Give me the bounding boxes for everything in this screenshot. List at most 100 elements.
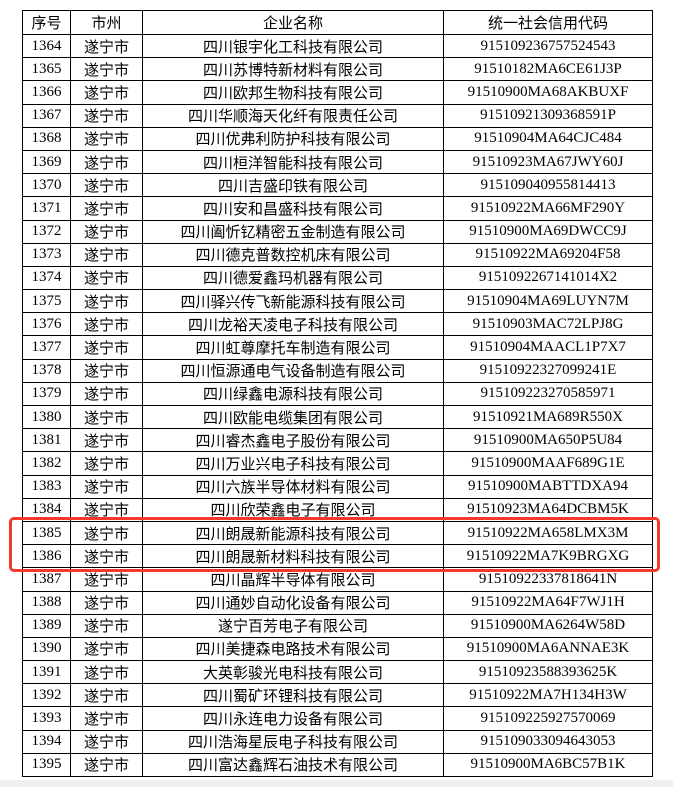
table-row: 1364 遂宁市 四川银宇化工科技有限公司 915109236757524543 [22, 33, 653, 59]
row-code-cell: 91510900MA68AKBUXF [443, 80, 653, 105]
row-city-cell: 遂宁市 [70, 729, 143, 754]
table-row: 1392 遂宁市 四川蜀矿环锂科技有限公司 91510922MA7H134H3W [22, 683, 653, 708]
table-row: 1375 遂宁市 四川驿兴传飞新能源科技有限公司 91510904MA69LUY… [22, 289, 653, 314]
row-city-cell: 遂宁市 [70, 126, 143, 151]
row-company-cell: 四川吉盛印铁有限公司 [142, 173, 444, 198]
row-company-cell: 四川绿鑫电源科技有限公司 [142, 381, 444, 407]
row-company-cell: 四川德爱鑫玛机器有限公司 [142, 265, 444, 291]
row-company-cell: 四川朗晟新能源科技有限公司 [142, 520, 444, 546]
row-code-cell: 91510921MA689R550X [443, 404, 653, 430]
row-city-cell: 遂宁市 [70, 312, 143, 337]
row-code-cell: 91510900MA650P5U84 [443, 428, 653, 453]
row-code-cell: 91510182MA6CE61J3P [443, 57, 653, 82]
row-seq-cell: 1383 [22, 474, 71, 499]
row-code-cell: 91510922MA7K9BRGXG [443, 544, 653, 569]
row-seq-cell: 1375 [22, 289, 71, 314]
row-company-cell: 四川欧邦生物科技有限公司 [142, 80, 444, 105]
table-row: 1376 遂宁市 四川龙裕天凌电子科技有限公司 91510903MAC72LPJ… [22, 312, 653, 337]
row-city-cell: 遂宁市 [70, 33, 143, 59]
row-city-cell: 遂宁市 [70, 590, 143, 615]
table-row: 1386 遂宁市 四川朗晟新材料科技有限公司 91510922MA7K9BRGX… [22, 544, 653, 569]
row-code-cell: 91510900MA6ANNAE3K [443, 636, 653, 662]
row-seq-cell: 1377 [22, 335, 71, 360]
row-code-cell: 915109033094643053 [443, 729, 653, 754]
row-seq-cell: 1366 [22, 80, 71, 105]
row-city-cell: 遂宁市 [70, 613, 143, 638]
row-seq-cell: 1390 [22, 636, 71, 662]
row-company-cell: 四川驿兴传飞新能源科技有限公司 [142, 289, 444, 314]
table-row: 1371 遂宁市 四川安和昌盛科技有限公司 91510922MA66MF290Y [22, 196, 653, 221]
row-city-cell: 遂宁市 [70, 451, 143, 476]
row-company-cell: 四川富达鑫辉石油技术有限公司 [142, 752, 444, 778]
row-code-cell: 91510922327099241E [443, 358, 653, 383]
row-city-cell: 遂宁市 [70, 219, 143, 244]
row-code-cell: 91510900MA69DWCC9J [443, 219, 653, 244]
table-row: 1373 遂宁市 四川德克普数控机床有限公司 91510922MA69204F5… [22, 242, 653, 267]
row-code-cell: 915109223270585971 [443, 381, 653, 407]
row-seq-cell: 1371 [22, 196, 71, 221]
row-code-cell: 91510923MA64DCBM5K [443, 497, 653, 522]
row-seq-cell: 1367 [22, 103, 71, 128]
row-company-cell: 四川恒源通电气设备制造有限公司 [142, 358, 444, 383]
row-company-cell: 四川美捷森电路技术有限公司 [142, 636, 444, 662]
row-code-cell: 91510922MA658LMX3M [443, 520, 653, 546]
row-code-cell: 91510921309368591P [443, 103, 653, 128]
row-city-cell: 遂宁市 [70, 520, 143, 546]
row-seq-cell: 1384 [22, 497, 71, 522]
row-code-cell: 91510900MABTTDXA94 [443, 474, 653, 499]
row-seq-cell: 1386 [22, 544, 71, 569]
row-company-cell: 四川永连电力设备有限公司 [142, 706, 444, 731]
table-row: 1380 遂宁市 四川欧能电缆集团有限公司 91510921MA689R550X [22, 404, 653, 430]
table-row: 1390 遂宁市 四川美捷森电路技术有限公司 91510900MA6ANNAE3… [22, 636, 653, 662]
row-code-cell: 91510900MA6264W58D [443, 613, 653, 638]
row-seq-cell: 1365 [22, 57, 71, 82]
row-code-cell: 915109225927570069 [443, 706, 653, 731]
row-company-cell: 四川晶辉半导体有限公司 [142, 567, 444, 592]
table-row: 1391 遂宁市 大英彰骏光电科技有限公司 91510923588393625K [22, 660, 653, 685]
row-code-cell: 91510922337818641N [443, 567, 653, 592]
row-city-cell: 遂宁市 [70, 544, 143, 569]
row-city-cell: 遂宁市 [70, 752, 143, 778]
table-row: 1379 遂宁市 四川绿鑫电源科技有限公司 915109223270585971 [22, 381, 653, 407]
row-company-cell: 四川阖忻钇精密五金制造有限公司 [142, 219, 444, 244]
row-code-cell: 915109236757524543 [443, 33, 653, 59]
table-row: 1383 遂宁市 四川六族半导体材料有限公司 91510900MABTTDXA9… [22, 474, 653, 499]
row-seq-cell: 1368 [22, 126, 71, 151]
row-code-cell: 9151092267141014X2 [443, 265, 653, 291]
row-city-cell: 遂宁市 [70, 428, 143, 453]
table-row: 1372 遂宁市 四川阖忻钇精密五金制造有限公司 91510900MA69DWC… [22, 219, 653, 244]
row-seq-cell: 1370 [22, 173, 71, 198]
table-row: 1387 遂宁市 四川晶辉半导体有限公司 91510922337818641N [22, 567, 653, 592]
company-table: 序号 市州 企业名称 统一社会信用代码 1364 遂宁市 四川银宇化工科技有限公… [22, 10, 653, 778]
table-row: 1374 遂宁市 四川德爱鑫玛机器有限公司 9151092267141014X2 [22, 265, 653, 291]
table-header-row: 序号 市州 企业名称 统一社会信用代码 [22, 10, 653, 35]
row-seq-cell: 1395 [22, 752, 71, 778]
row-city-cell: 遂宁市 [70, 57, 143, 82]
row-company-cell: 四川欣荣鑫电子有限公司 [142, 497, 444, 522]
row-code-cell: 91510922MA69204F58 [443, 242, 653, 267]
row-company-cell: 四川优弗利防护科技有限公司 [142, 126, 444, 151]
row-company-cell: 四川蜀矿环锂科技有限公司 [142, 683, 444, 708]
header-credit-code: 统一社会信用代码 [443, 10, 653, 35]
table-row: 1378 遂宁市 四川恒源通电气设备制造有限公司 915109223270992… [22, 358, 653, 383]
row-city-cell: 遂宁市 [70, 335, 143, 360]
row-code-cell: 915109040955814413 [443, 173, 653, 198]
row-city-cell: 遂宁市 [70, 289, 143, 314]
row-company-cell: 四川龙裕天凌电子科技有限公司 [142, 312, 444, 337]
row-city-cell: 遂宁市 [70, 660, 143, 685]
row-seq-cell: 1393 [22, 706, 71, 731]
row-city-cell: 遂宁市 [70, 103, 143, 128]
row-seq-cell: 1391 [22, 660, 71, 685]
row-company-cell: 四川睿杰鑫电子股份有限公司 [142, 428, 444, 453]
row-company-cell: 遂宁百芳电子有限公司 [142, 613, 444, 638]
row-code-cell: 91510923588393625K [443, 660, 653, 685]
row-code-cell: 91510904MAACL1P7X7 [443, 335, 653, 360]
row-company-cell: 四川桓洋智能科技有限公司 [142, 149, 444, 175]
row-seq-cell: 1369 [22, 149, 71, 175]
row-seq-cell: 1389 [22, 613, 71, 638]
row-city-cell: 遂宁市 [70, 567, 143, 592]
row-city-cell: 遂宁市 [70, 358, 143, 383]
row-seq-cell: 1381 [22, 428, 71, 453]
table-row: 1388 遂宁市 四川通妙自动化设备有限公司 91510922MA64F7WJ1… [22, 590, 653, 615]
